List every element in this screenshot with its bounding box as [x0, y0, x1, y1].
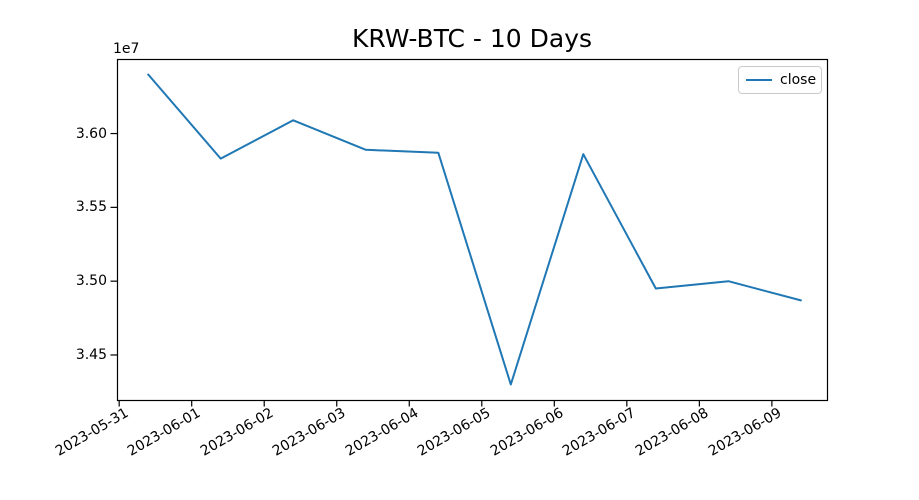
axes-spines [116, 58, 829, 402]
y-tick-label: 3.60 [75, 125, 107, 142]
chart-title: KRW-BTC - 10 Days [351, 24, 593, 53]
close-line-series [147, 73, 802, 386]
y-tick-label: 3.45 [75, 346, 107, 363]
y-axis-offset-label: 1e7 [113, 41, 140, 57]
legend: close [738, 66, 822, 94]
legend-line-sample-icon [746, 79, 772, 81]
legend-label: close [780, 72, 817, 88]
y-tick-label: 3.55 [75, 199, 107, 216]
y-tick-label: 3.50 [75, 273, 107, 290]
